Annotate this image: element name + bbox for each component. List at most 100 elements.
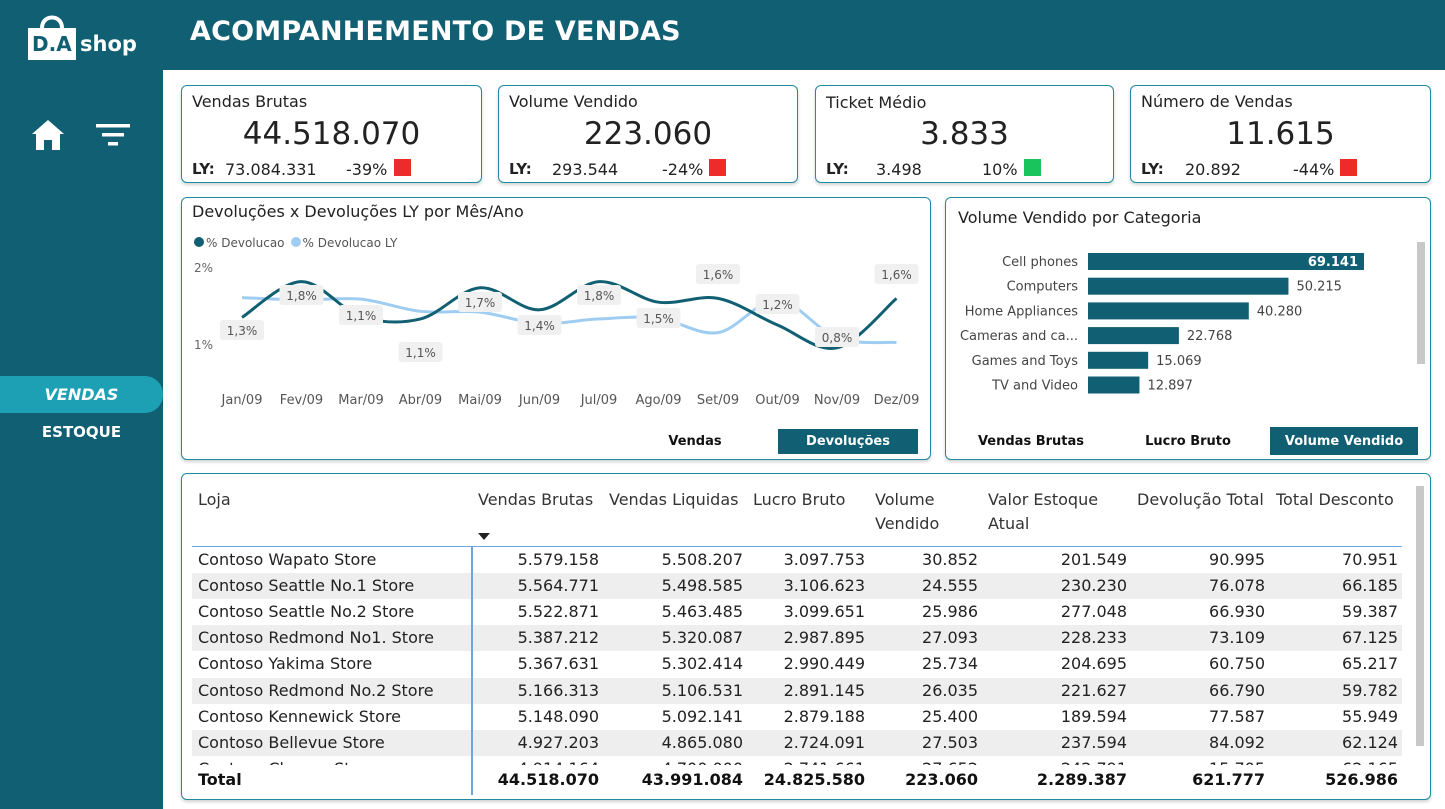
- table-row[interactable]: Contoso Redmond No.2 Store 5.166.313 5.106…: [192, 677, 1402, 704]
- table-row[interactable]: Contoso Cheney Store 4.914.164 4.700.000 2.…: [192, 756, 1402, 765]
- bar-value-label: 50.215: [1296, 280, 1342, 295]
- logo-shop-text: shop: [80, 32, 137, 56]
- col-header-line: Valor Estoque: [988, 490, 1099, 509]
- nav-vendas[interactable]: VENDAS: [0, 376, 163, 413]
- data-label: 1,4%: [524, 319, 555, 333]
- data-label-bg: [815, 327, 859, 347]
- cell-value: 84.092: [1209, 732, 1265, 752]
- cell-value: 66.930: [1209, 602, 1265, 622]
- col-header-loja[interactable]: Loja: [198, 490, 231, 509]
- col-header-volume-vendido[interactable]: Volume Vendido: [875, 488, 939, 536]
- data-label: 0,8%: [822, 331, 853, 345]
- home-icon[interactable]: [30, 118, 66, 152]
- cell-store-name: Contoso Redmond No1. Store: [198, 628, 434, 648]
- cell-value: 5.166.313: [517, 680, 599, 700]
- data-label-bg: [577, 285, 621, 305]
- status-indicator: [1024, 159, 1041, 176]
- kpi-card-vendas-brutas: Vendas Brutas 44.518.070 LY: 73.084.331 …: [181, 85, 482, 183]
- kpi-ly-label: LY:: [192, 160, 215, 178]
- x-tick-label: Nov/09: [814, 393, 860, 408]
- stores-table-panel: Loja Vendas Brutas Vendas Liquidas Lucro…: [181, 473, 1431, 800]
- btn-lucro-bruto[interactable]: Lucro Bruto: [1145, 434, 1231, 449]
- table-row[interactable]: Contoso Yakima Store 5.367.631 5.302.414 2.…: [192, 651, 1402, 677]
- data-label-bg: [696, 264, 740, 284]
- cell-store-name: Contoso Wapato Store: [198, 550, 377, 569]
- data-label: 1,1%: [405, 346, 436, 360]
- col-header-total-desconto[interactable]: Total Desconto: [1276, 490, 1394, 509]
- table-row[interactable]: Contoso Seattle No.1 Store 5.564.771 5.498…: [192, 573, 1402, 600]
- cell-value: 5.463.485: [661, 602, 743, 622]
- y-tick-label: 1%: [194, 338, 213, 352]
- cell-value: 2.990.449: [783, 654, 865, 674]
- cell-value: 204.695: [1060, 654, 1127, 674]
- cell-value: 65.217: [1342, 654, 1398, 674]
- cell-value: 5.302.414: [661, 654, 743, 674]
- nav-estoque[interactable]: ESTOQUE: [41, 423, 122, 441]
- table-row[interactable]: Contoso Seattle No.2 Store 5.522.871 5.463…: [192, 599, 1402, 625]
- kpi-value: 11.615: [1226, 116, 1335, 152]
- cell-value: 2.879.188: [783, 706, 865, 726]
- table-row[interactable]: Contoso Bellevue Store 4.927.203 4.865.080…: [192, 729, 1402, 756]
- table-row[interactable]: Contoso Kennewick Store 5.148.090 5.092.14…: [192, 704, 1402, 730]
- cell-value: 5.508.207: [661, 550, 743, 569]
- category-label: Home Appliances: [965, 304, 1078, 319]
- data-label-bg: [279, 285, 324, 305]
- bar: [1088, 327, 1179, 345]
- data-label-bg: [339, 305, 383, 325]
- cell-value: 26.035: [922, 680, 978, 700]
- cell-value: 4.927.203: [517, 732, 599, 752]
- col-header-valor-estoque[interactable]: Valor Estoque Atual: [988, 488, 1098, 536]
- table-body: Contoso Wapato Store 5.579.158 5.508.207 3.…: [182, 547, 1430, 765]
- data-label: 1,6%: [703, 268, 734, 282]
- x-tick-label: Mar/09: [338, 393, 383, 408]
- bar-value-label: 69.141: [1308, 255, 1358, 270]
- cell-value: 59.387: [1342, 602, 1398, 622]
- btn-vendas[interactable]: Vendas: [668, 434, 722, 449]
- line-chart-legend: % Devolucao % Devolucao LY: [194, 236, 397, 250]
- table-row[interactable]: Contoso Wapato Store 5.579.158 5.508.207 3.…: [192, 547, 1402, 573]
- cell-value: 4.865.080: [661, 732, 743, 752]
- cell-value: 55.949: [1342, 706, 1398, 726]
- btn-vendas-brutas[interactable]: Vendas Brutas: [977, 434, 1085, 449]
- cell-value: 90.995: [1209, 550, 1265, 569]
- col-header-line: Vendido: [875, 514, 940, 533]
- total-value: 526.986: [1325, 770, 1398, 789]
- bar-chart-scrollbar[interactable]: [1417, 242, 1425, 364]
- cell-value: 66.790: [1209, 680, 1265, 700]
- table-scrollbar[interactable]: [1416, 486, 1424, 746]
- total-value: 621.777: [1192, 770, 1265, 789]
- kpi-ly-value: 73.084.331: [225, 160, 317, 179]
- cell-value: 30.852: [922, 550, 978, 569]
- col-header-vendas-liquidas[interactable]: Vendas Liquidas: [609, 490, 739, 509]
- btn-devolucoes[interactable]: Devoluções: [778, 429, 918, 454]
- bar: [1088, 277, 1289, 295]
- line-chart: 2% 1% 1,3% 1,8% 1,1% 1,1% 1,7% 1,4% 1,8% 1,5% 1,6%…: [194, 261, 920, 408]
- sort-down-icon[interactable]: [478, 533, 490, 540]
- status-indicator: [709, 159, 726, 176]
- cell-value: 201.549: [1060, 550, 1127, 569]
- logo: D.A shop: [26, 10, 146, 62]
- status-indicator: [394, 159, 411, 176]
- col-header-vendas-brutas[interactable]: Vendas Brutas: [478, 490, 594, 509]
- cell-store-name: Contoso Seattle No.1 Store: [198, 576, 415, 596]
- col-header-devolucao-total[interactable]: Devolução Total: [1137, 490, 1264, 509]
- table-row[interactable]: Contoso Redmond No1. Store 5.387.212 5.320…: [192, 625, 1402, 652]
- total-value: 44.518.070: [497, 770, 599, 789]
- x-tick-label: Jan/09: [221, 393, 263, 408]
- x-tick-label: Jul/09: [580, 393, 618, 408]
- bar-value-label: 40.280: [1257, 304, 1303, 319]
- total-value: 43.991.084: [641, 770, 743, 789]
- x-tick-label: Mai/09: [458, 393, 502, 408]
- data-label: 1,6%: [881, 268, 912, 282]
- x-tick-label: Jun/09: [518, 393, 560, 408]
- col-header-lucro-bruto[interactable]: Lucro Bruto: [753, 490, 846, 509]
- cell-value: 70.951: [1342, 550, 1398, 569]
- cell-value: 24.555: [922, 576, 978, 596]
- filter-icon[interactable]: [95, 120, 131, 150]
- x-tick-label: Dez/09: [874, 393, 920, 408]
- cell-value: 5.148.090: [517, 706, 599, 726]
- y-tick-label: 2%: [194, 261, 213, 275]
- data-label: 1,5%: [643, 312, 674, 326]
- data-label: 1,8%: [584, 289, 615, 303]
- btn-volume-vendido[interactable]: Volume Vendido: [1270, 427, 1418, 455]
